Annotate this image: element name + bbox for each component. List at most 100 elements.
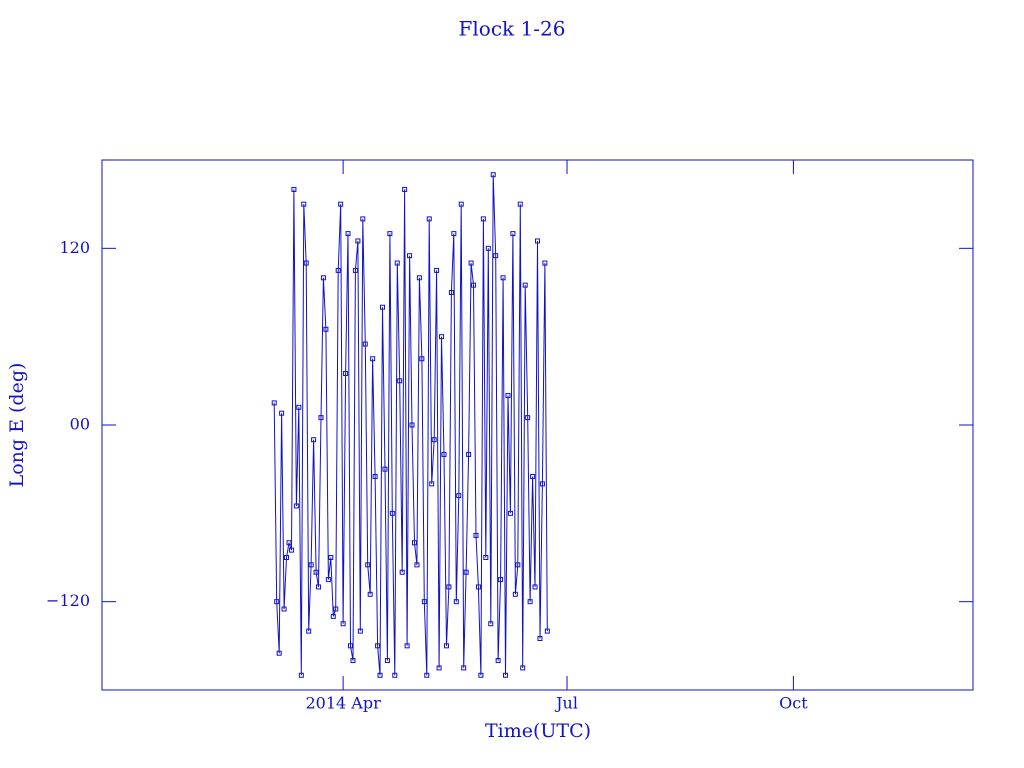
- data-point: [532, 584, 538, 590]
- data-point: [471, 282, 477, 288]
- data-point: [404, 643, 410, 649]
- data-point: [271, 400, 277, 406]
- data-point: [365, 562, 371, 568]
- data-point: [288, 547, 294, 553]
- data-point: [387, 231, 393, 237]
- data-point: [419, 356, 425, 362]
- data-point: [323, 326, 329, 332]
- data-point: [340, 621, 346, 627]
- x-axis-label: Time(UTC): [485, 720, 591, 742]
- data-point: [468, 260, 474, 266]
- data-point: [407, 253, 413, 259]
- data-point: [303, 260, 309, 266]
- data-point: [510, 231, 516, 237]
- plot-frame: [101, 159, 974, 691]
- data-point: [279, 410, 285, 416]
- data-point: [424, 672, 430, 678]
- data-point: [274, 599, 280, 605]
- data-point: [382, 466, 388, 472]
- data-point: [535, 238, 540, 244]
- data-point: [505, 393, 511, 399]
- data-point: [414, 562, 420, 568]
- data-point: [542, 260, 548, 266]
- data-point: [434, 267, 440, 273]
- data-point: [498, 577, 504, 583]
- data-point: [416, 275, 422, 281]
- data-point: [411, 540, 417, 546]
- data-point: [426, 216, 432, 222]
- data-point: [333, 606, 339, 612]
- data-point: [355, 238, 361, 244]
- data-point: [311, 437, 317, 443]
- data-point: [352, 267, 358, 273]
- data-point: [281, 606, 287, 612]
- data-point: [441, 451, 447, 457]
- data-point: [367, 591, 373, 597]
- data-point: [500, 275, 506, 281]
- data-point: [291, 186, 297, 192]
- data-point: [372, 474, 378, 480]
- data-point: [429, 481, 435, 487]
- data-point: [421, 599, 427, 605]
- data-point: [490, 172, 496, 178]
- data-point: [348, 643, 354, 649]
- data-point: [338, 201, 344, 207]
- data-point: [475, 584, 481, 590]
- data-point: [313, 569, 319, 575]
- data-point: [392, 672, 398, 678]
- data-point: [389, 510, 395, 516]
- data-point: [485, 245, 491, 251]
- x-tick-label: 2014 Apr: [305, 694, 381, 713]
- data-point: [439, 334, 445, 340]
- x-tick-label: Oct: [779, 694, 808, 713]
- data-point: [370, 356, 376, 362]
- data-point: [473, 532, 479, 538]
- data-point: [493, 253, 499, 259]
- y-axis-label: Long E (deg): [6, 363, 28, 488]
- data-point: [478, 672, 484, 678]
- data-point: [480, 216, 486, 222]
- data-point: [525, 415, 531, 421]
- data-point: [397, 378, 403, 384]
- data-point: [512, 591, 518, 597]
- y-tick-label: −120: [46, 591, 90, 610]
- data-point: [375, 643, 381, 649]
- data-point: [507, 510, 513, 516]
- data-point: [431, 437, 437, 443]
- data-point: [394, 260, 400, 266]
- data-point: [276, 650, 282, 656]
- data-point: [527, 599, 533, 605]
- data-point: [362, 341, 368, 347]
- data-point: [483, 555, 489, 560]
- data-point: [517, 201, 523, 207]
- data-point: [328, 555, 334, 560]
- data-point: [456, 493, 462, 499]
- data-point: [520, 665, 526, 671]
- data-point: [301, 201, 307, 207]
- data-point: [306, 628, 312, 634]
- data-point: [377, 672, 383, 678]
- y-tick-label: 00: [70, 415, 90, 434]
- data-point: [335, 267, 341, 273]
- chart-title: Flock 1-26: [459, 17, 566, 41]
- data-point: [384, 658, 390, 664]
- data-point: [293, 503, 299, 509]
- data-point: [446, 584, 452, 590]
- x-tick-label: Jul: [554, 694, 578, 713]
- data-point: [544, 628, 550, 634]
- data-point: [515, 562, 521, 568]
- data-point: [466, 451, 472, 457]
- data-point: [286, 540, 292, 546]
- data-point: [318, 415, 324, 421]
- data-point: [330, 613, 336, 619]
- data-point: [345, 231, 351, 237]
- data-point: [325, 577, 331, 583]
- data-point: [409, 422, 415, 428]
- y-tick-label: 120: [59, 238, 90, 257]
- data-point: [298, 672, 304, 678]
- data-point: [402, 186, 408, 192]
- data-point: [379, 304, 385, 310]
- data-point: [539, 481, 545, 487]
